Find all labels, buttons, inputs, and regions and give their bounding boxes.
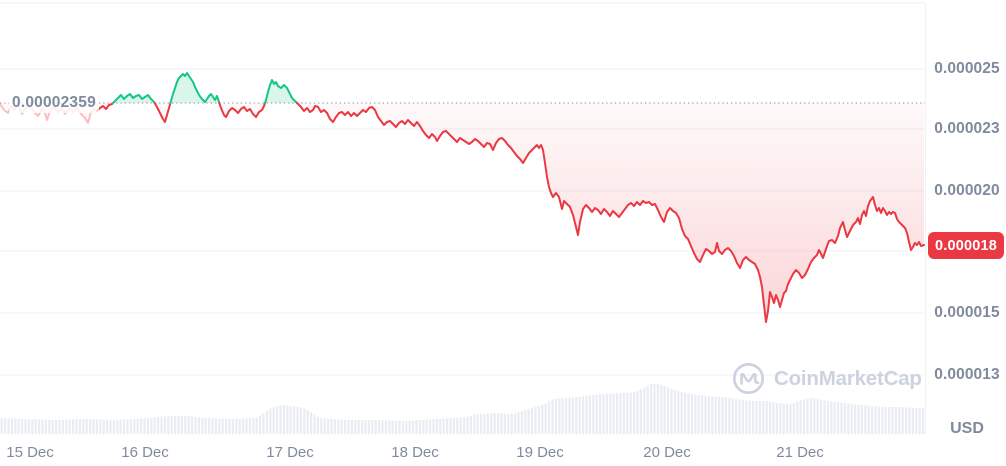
y-axis-tick-label: 0.000023 bbox=[934, 120, 1000, 137]
reference-price-label: 0.00002359 bbox=[9, 93, 99, 113]
y-axis-tick-label: 0.000025 bbox=[934, 60, 1000, 77]
currency-unit-label: USD bbox=[950, 420, 984, 437]
y-axis-tick-label: 0.000013 bbox=[934, 366, 1000, 383]
x-axis-tick-label: 20 Dec bbox=[643, 444, 691, 461]
current-price-badge: 0.000018 bbox=[928, 232, 1004, 259]
x-axis-tick-label: 16 Dec bbox=[121, 444, 169, 461]
y-axis-tick-label: 0.000015 bbox=[934, 304, 1000, 321]
current-price-value: 0.000018 bbox=[934, 237, 998, 254]
x-axis-tick-label: 17 Dec bbox=[266, 444, 314, 461]
x-axis-tick-label: 19 Dec bbox=[516, 444, 564, 461]
x-axis-tick-label: 18 Dec bbox=[391, 444, 439, 461]
x-axis-tick-label: 21 Dec bbox=[776, 444, 824, 461]
y-axis-tick-label: 0.000020 bbox=[934, 182, 1000, 199]
x-axis-tick-label: 15 Dec bbox=[6, 444, 54, 461]
